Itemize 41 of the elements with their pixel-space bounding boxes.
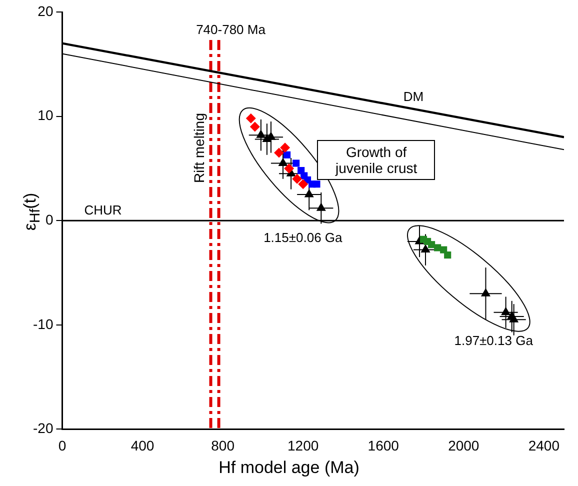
x-tick-label: 1600 xyxy=(368,437,400,454)
point xyxy=(278,158,288,166)
annotation: 1.97±0.13 Ga xyxy=(454,333,533,348)
x-tick-label: 0 xyxy=(58,437,66,454)
point xyxy=(280,142,290,153)
point xyxy=(304,189,314,198)
point xyxy=(256,130,266,138)
x-tick-label: 800 xyxy=(211,437,235,454)
ref-line-label: CHUR xyxy=(84,202,122,218)
annotation: Rift melting xyxy=(190,112,207,183)
y-tick-label: 20 xyxy=(38,2,54,19)
point xyxy=(420,244,430,253)
point xyxy=(250,122,260,132)
point xyxy=(501,306,511,316)
y-tick-label: 0 xyxy=(45,211,54,228)
y-tick-label: 10 xyxy=(38,107,54,124)
y-tick-label: -20 xyxy=(33,420,54,436)
point xyxy=(298,179,308,190)
point xyxy=(274,148,284,158)
series-label: DM xyxy=(403,89,424,104)
point xyxy=(292,174,302,184)
y-tick-label: -10 xyxy=(33,316,54,332)
point xyxy=(246,113,256,124)
point xyxy=(292,160,300,167)
x-tick-label: 1200 xyxy=(288,437,319,454)
annotation: 1.15±0.06 Ga xyxy=(264,230,342,245)
point xyxy=(434,244,442,252)
x-axis-title: Hf model age (Ma) xyxy=(218,458,360,478)
point xyxy=(509,314,519,322)
point xyxy=(313,180,320,188)
point xyxy=(316,202,326,211)
point xyxy=(480,288,490,296)
annotation: Growth of juvenile crust xyxy=(317,140,436,180)
point xyxy=(283,151,291,158)
point xyxy=(444,251,452,259)
ref-line-label: 740-780 Ma xyxy=(196,22,266,37)
point xyxy=(284,163,294,174)
point xyxy=(428,241,436,248)
x-tick-label: 400 xyxy=(130,437,154,454)
x-tick-label: 2000 xyxy=(448,437,480,454)
x-tick-label: 2400 xyxy=(528,437,560,454)
